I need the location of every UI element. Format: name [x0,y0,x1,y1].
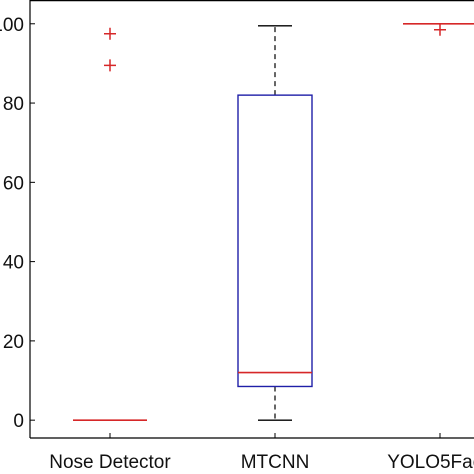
x-tick-label-0: Nose Detector [49,452,171,473]
box-1-iqr-box [237,94,313,388]
y-tick-label-0: 0 [13,411,24,432]
y-tick-label-100: 100 [0,15,24,36]
box-2-outlier-0 [434,23,446,36]
y-tick-label-60: 60 [3,173,24,194]
box-0-outlier-0 [104,59,116,72]
y-tick-label-40: 40 [3,253,24,274]
y-tick-label-20: 20 [3,332,24,353]
y-tick-label-80: 80 [3,94,24,115]
x-tick-label-2: YOLO5Face [387,452,474,473]
x-tick-label-1: MTCNN [241,452,310,473]
box-0-outlier-1 [104,27,116,40]
